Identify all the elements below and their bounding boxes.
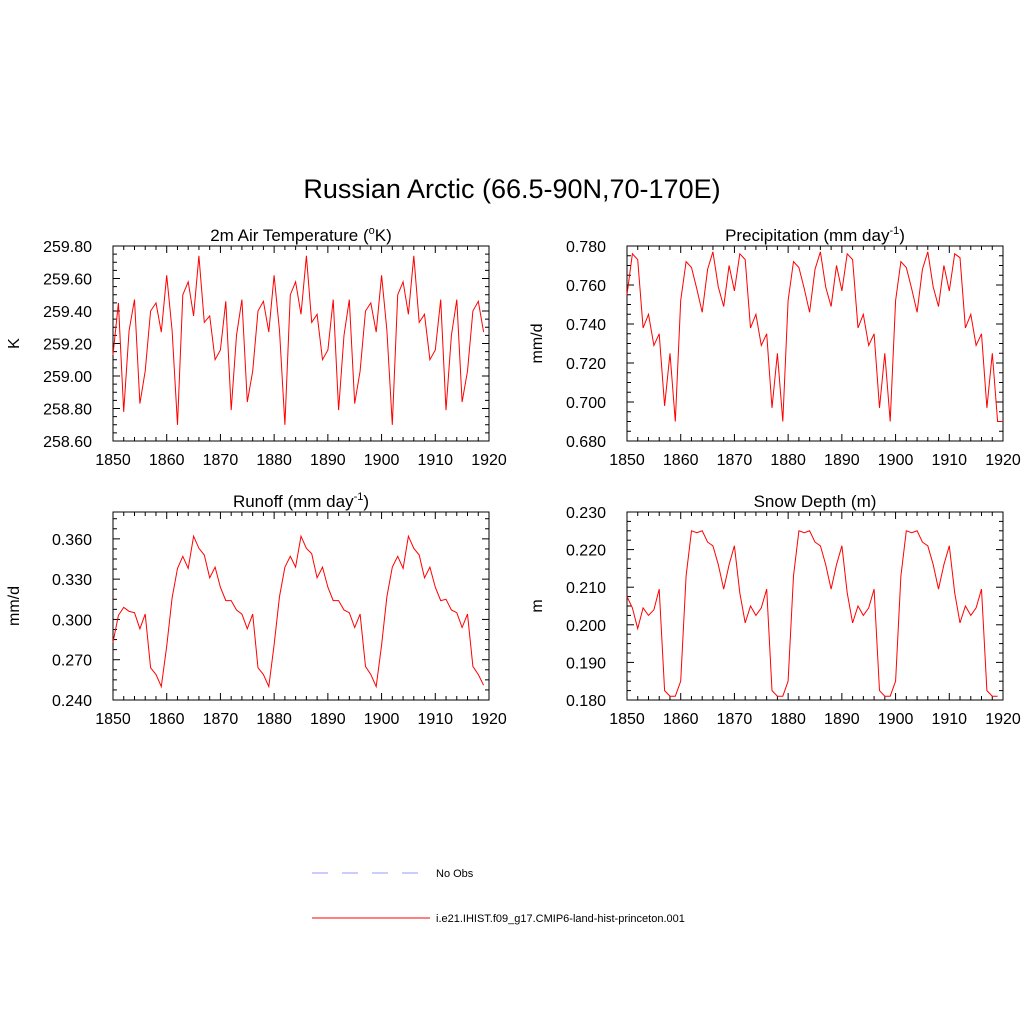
- x-tick-label: 1920: [471, 711, 507, 728]
- x-tick-label: 1890: [310, 711, 346, 728]
- plot-frame: [626, 511, 1004, 701]
- legend-label: i.e21.IHIST.f09_g17.CMIP6-land-hist-prin…: [436, 913, 685, 925]
- legend-label: No Obs: [436, 868, 474, 880]
- y-tick-label: 0.270: [52, 653, 92, 670]
- panel-2: 1850 1860 1870 1880 1890 1900 1910 1920 0.680 0.7…: [529, 225, 1021, 469]
- figure-title: Russian Arctic (66.5-90N,70-170E): [303, 174, 721, 204]
- y-tick-label: 259.60: [43, 272, 92, 289]
- y-tick-label: 0.760: [566, 278, 606, 295]
- panel-1: 1850 1860 1870 1880 1890 1900 1910 1920 258.60 25…: [6, 225, 507, 469]
- y-tick-label: 259.80: [43, 239, 92, 256]
- panel-4: 1850 1860 1870 1880 1890 1900 1910 1920 0.180 0.1…: [529, 492, 1021, 728]
- x-tick-label: 1890: [310, 452, 346, 469]
- x-tick-label: 1890: [824, 452, 860, 469]
- x-tick-label: 1910: [931, 711, 967, 728]
- y-tick-label: 258.60: [43, 434, 92, 451]
- x-tick-label: 1850: [95, 452, 131, 469]
- x-tick-label: 1860: [663, 711, 699, 728]
- x-tick-label: 1910: [931, 452, 967, 469]
- plot-frame: [626, 245, 1004, 442]
- plot-frame: [112, 511, 490, 701]
- x-tick-label: 1880: [256, 711, 292, 728]
- x-tick-label: 1890: [824, 711, 860, 728]
- x-tick-label: 1910: [417, 711, 453, 728]
- series-line: [112, 255, 485, 425]
- y-tick-label: 0.220: [566, 543, 606, 560]
- x-tick-label: 1880: [256, 452, 292, 469]
- panel-title: 2m Air Temperature (oK): [210, 225, 392, 245]
- x-tick-label: 1880: [770, 711, 806, 728]
- y-tick-label: 0.300: [52, 612, 92, 629]
- x-tick-label: 1850: [95, 711, 131, 728]
- y-axis-label: mm/d: [6, 586, 23, 626]
- x-tick-label: 1920: [471, 452, 507, 469]
- y-tick-label: 0.780: [566, 239, 606, 256]
- y-tick-label: 0.200: [566, 618, 606, 635]
- y-tick-label: 0.330: [52, 572, 92, 589]
- y-tick-label: 0.210: [566, 580, 606, 597]
- series-line: [112, 534, 485, 689]
- x-tick-label: 1860: [149, 452, 185, 469]
- y-tick-label: 0.680: [566, 434, 606, 451]
- y-tick-label: 0.740: [566, 317, 606, 334]
- x-tick-label: 1850: [609, 452, 645, 469]
- y-tick-label: 0.720: [566, 356, 606, 373]
- y-tick-label: 0.700: [566, 395, 606, 412]
- y-tick-label: 0.240: [52, 693, 92, 710]
- x-tick-label: 1860: [663, 452, 699, 469]
- panel-title: Runoff (mm day-1): [233, 491, 369, 511]
- y-axis-label: m: [529, 599, 546, 612]
- x-tick-label: 1920: [985, 711, 1021, 728]
- y-tick-label: 0.360: [52, 532, 92, 549]
- series-line: [626, 251, 1003, 422]
- y-tick-label: 259.00: [43, 369, 92, 386]
- x-tick-label: 1870: [203, 711, 239, 728]
- x-tick-label: 1870: [717, 452, 753, 469]
- y-axis-label: mm/d: [529, 324, 546, 364]
- x-tick-label: 1900: [364, 452, 400, 469]
- y-tick-label: 0.190: [566, 655, 606, 672]
- legend: No Obs i.e21.IHIST.f09_g17.CMIP6-land-his…: [312, 868, 685, 925]
- panel-3: 1850 1860 1870 1880 1890 1900 1910 1920 0.240 0.2…: [6, 491, 507, 728]
- x-tick-label: 1900: [878, 711, 914, 728]
- x-tick-label: 1910: [417, 452, 453, 469]
- y-tick-label: 0.180: [566, 693, 606, 710]
- panel-title: Snow Depth (m): [754, 492, 877, 511]
- y-tick-label: 258.80: [43, 402, 92, 419]
- x-tick-label: 1900: [364, 711, 400, 728]
- y-axis-label: K: [6, 338, 23, 349]
- plot-frame: [112, 245, 490, 442]
- x-tick-label: 1850: [609, 711, 645, 728]
- x-tick-label: 1900: [878, 452, 914, 469]
- x-tick-label: 1870: [203, 452, 239, 469]
- x-tick-label: 1880: [770, 452, 806, 469]
- y-tick-label: 259.20: [43, 337, 92, 354]
- y-tick-label: 0.230: [566, 505, 606, 522]
- panel-title: Precipitation (mm day-1): [725, 225, 905, 245]
- series-line: [626, 530, 998, 697]
- x-tick-label: 1870: [717, 711, 753, 728]
- y-tick-label: 259.40: [43, 304, 92, 321]
- x-tick-label: 1920: [985, 452, 1021, 469]
- x-tick-label: 1860: [149, 711, 185, 728]
